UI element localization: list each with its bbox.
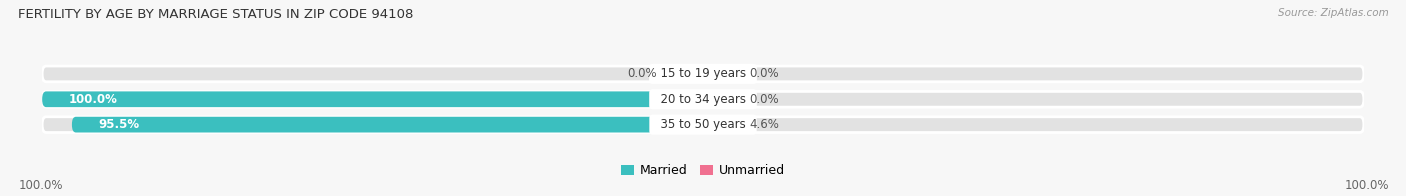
Text: 0.0%: 0.0% xyxy=(627,67,657,80)
Text: 100.0%: 100.0% xyxy=(1344,179,1389,192)
FancyBboxPatch shape xyxy=(703,66,735,82)
Text: 15 to 19 years: 15 to 19 years xyxy=(652,67,754,80)
FancyBboxPatch shape xyxy=(72,117,703,132)
Text: 100.0%: 100.0% xyxy=(69,93,118,106)
Text: 100.0%: 100.0% xyxy=(18,179,63,192)
FancyBboxPatch shape xyxy=(42,91,703,107)
FancyBboxPatch shape xyxy=(703,91,735,107)
Text: 0.0%: 0.0% xyxy=(749,67,779,80)
Legend: Married, Unmarried: Married, Unmarried xyxy=(616,159,790,182)
FancyBboxPatch shape xyxy=(703,117,735,132)
Text: FERTILITY BY AGE BY MARRIAGE STATUS IN ZIP CODE 94108: FERTILITY BY AGE BY MARRIAGE STATUS IN Z… xyxy=(18,8,413,21)
Text: Source: ZipAtlas.com: Source: ZipAtlas.com xyxy=(1278,8,1389,18)
Text: 35 to 50 years: 35 to 50 years xyxy=(652,118,754,131)
FancyBboxPatch shape xyxy=(42,66,1364,82)
Text: 20 to 34 years: 20 to 34 years xyxy=(652,93,754,106)
Text: 95.5%: 95.5% xyxy=(98,118,139,131)
FancyBboxPatch shape xyxy=(42,117,1364,132)
Text: 4.6%: 4.6% xyxy=(749,118,779,131)
FancyBboxPatch shape xyxy=(42,91,1364,107)
Text: 0.0%: 0.0% xyxy=(749,93,779,106)
